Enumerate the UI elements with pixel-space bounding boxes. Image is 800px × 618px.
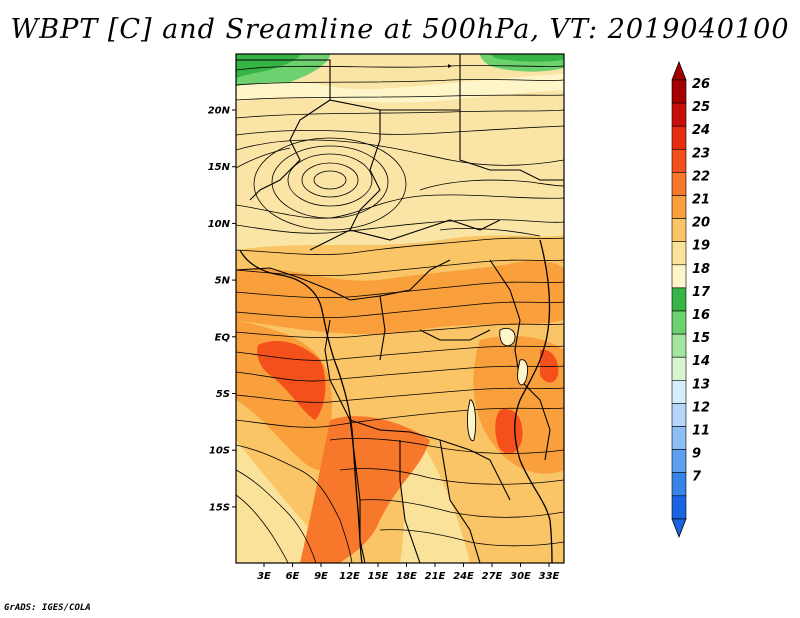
wbpt-21-22-band xyxy=(236,260,564,335)
colorbar-swatch xyxy=(671,79,687,104)
map-panel xyxy=(236,54,564,563)
colorbar-label: 18 xyxy=(692,262,710,277)
lon-tick-label: 15E xyxy=(368,571,389,582)
colorbar-label: 24 xyxy=(692,123,710,138)
colorbar-max-arrow xyxy=(671,60,687,81)
lon-tick-label: 21E xyxy=(425,571,446,582)
lat-tick-label: 10N xyxy=(208,219,231,230)
wbpt-22-23-south xyxy=(300,416,430,563)
lon-tick-label: 30E xyxy=(510,571,531,582)
longitude-axis: 3E 6E 9E 12E 15E 18E 21E 24E 27E 30E 33E xyxy=(257,563,560,582)
lon-tick-label: 12E xyxy=(339,571,360,582)
colorbar-label: 12 xyxy=(692,400,710,415)
colorbar-label: 26 xyxy=(692,77,710,92)
lon-tick-label: 24E xyxy=(453,571,474,582)
colorbar-swatch xyxy=(671,149,687,173)
colorbar-swatch xyxy=(671,495,687,520)
lat-tick-label: 20N xyxy=(208,106,231,117)
map-frame xyxy=(235,53,565,564)
lat-tick-label: EQ xyxy=(215,332,231,343)
colorbar-label: 17 xyxy=(692,285,711,300)
lat-tick-label: 5S xyxy=(216,389,230,400)
colorbar-swatch xyxy=(671,287,687,312)
lon-tick-label: 3E xyxy=(257,571,271,582)
colorbar-label: 11 xyxy=(692,424,710,439)
colorbar-swatch xyxy=(671,426,687,450)
wbpt-23-24-west xyxy=(257,340,326,420)
colorbar-label: 13 xyxy=(692,377,710,392)
colorbar-label: 14 xyxy=(692,354,710,369)
colorbar-label: 7 xyxy=(692,470,702,485)
colorbar-swatch xyxy=(671,310,687,335)
lat-tick-label: 15N xyxy=(208,162,231,173)
colorbar-swatch xyxy=(671,264,687,289)
wbpt-17-18-ne xyxy=(490,54,564,62)
wbpt-23-24-ne xyxy=(540,349,559,383)
colorbar-label: 22 xyxy=(692,169,710,184)
colorbar-swatch xyxy=(671,195,687,219)
colorbar: 26 25 24 23 22 21 20 19 18 17 16 15 14 13 12 11 9 7 xyxy=(671,60,711,539)
colorbar-swatch xyxy=(671,449,687,474)
lon-tick-label: 18E xyxy=(396,571,417,582)
colorbar-swatch xyxy=(671,241,687,266)
colorbar-label: 20 xyxy=(692,216,710,231)
colorbar-label: 9 xyxy=(692,447,701,462)
lon-tick-label: 6E xyxy=(286,571,300,582)
lakes xyxy=(467,327,529,442)
country-borders xyxy=(236,54,564,563)
lon-tick-label: 33E xyxy=(539,571,560,582)
colorbar-swatch xyxy=(671,125,687,150)
footer-credit: GrADS: IGES/COLA xyxy=(4,603,91,613)
colorbar-label: 21 xyxy=(692,193,710,208)
colorbar-swatch xyxy=(671,403,687,427)
lon-tick-label: 27E xyxy=(482,571,503,582)
colorbar-min-arrow xyxy=(671,518,687,539)
lat-tick-label: 10S xyxy=(209,446,230,457)
colorbar-swatch xyxy=(671,472,687,497)
colorbar-swatch xyxy=(671,218,687,243)
colorbar-label: 23 xyxy=(692,146,710,161)
colorbar-swatch xyxy=(671,102,687,127)
colorbar-label: 19 xyxy=(692,239,710,254)
lat-tick-label: 5N xyxy=(215,276,231,287)
colorbar-label: 15 xyxy=(692,331,710,346)
chart-title: WBPT [C] and Sreamline at 500hPa, VT: 20… xyxy=(10,14,790,45)
latitude-axis: 20N 15N 10N 5N EQ 5S 10S 15S xyxy=(208,106,236,513)
colorbar-label: 25 xyxy=(692,100,710,115)
colorbar-swatch xyxy=(671,333,687,358)
coastlines xyxy=(239,239,553,563)
colorbar-swatch xyxy=(671,379,687,404)
wbpt-19-region-sw xyxy=(236,440,340,563)
colorbar-swatch xyxy=(671,172,687,196)
colorbar-label: 16 xyxy=(692,308,710,323)
lon-tick-label: 9E xyxy=(314,571,328,582)
colorbar-swatch xyxy=(671,356,687,381)
lat-tick-label: 15S xyxy=(209,502,230,513)
